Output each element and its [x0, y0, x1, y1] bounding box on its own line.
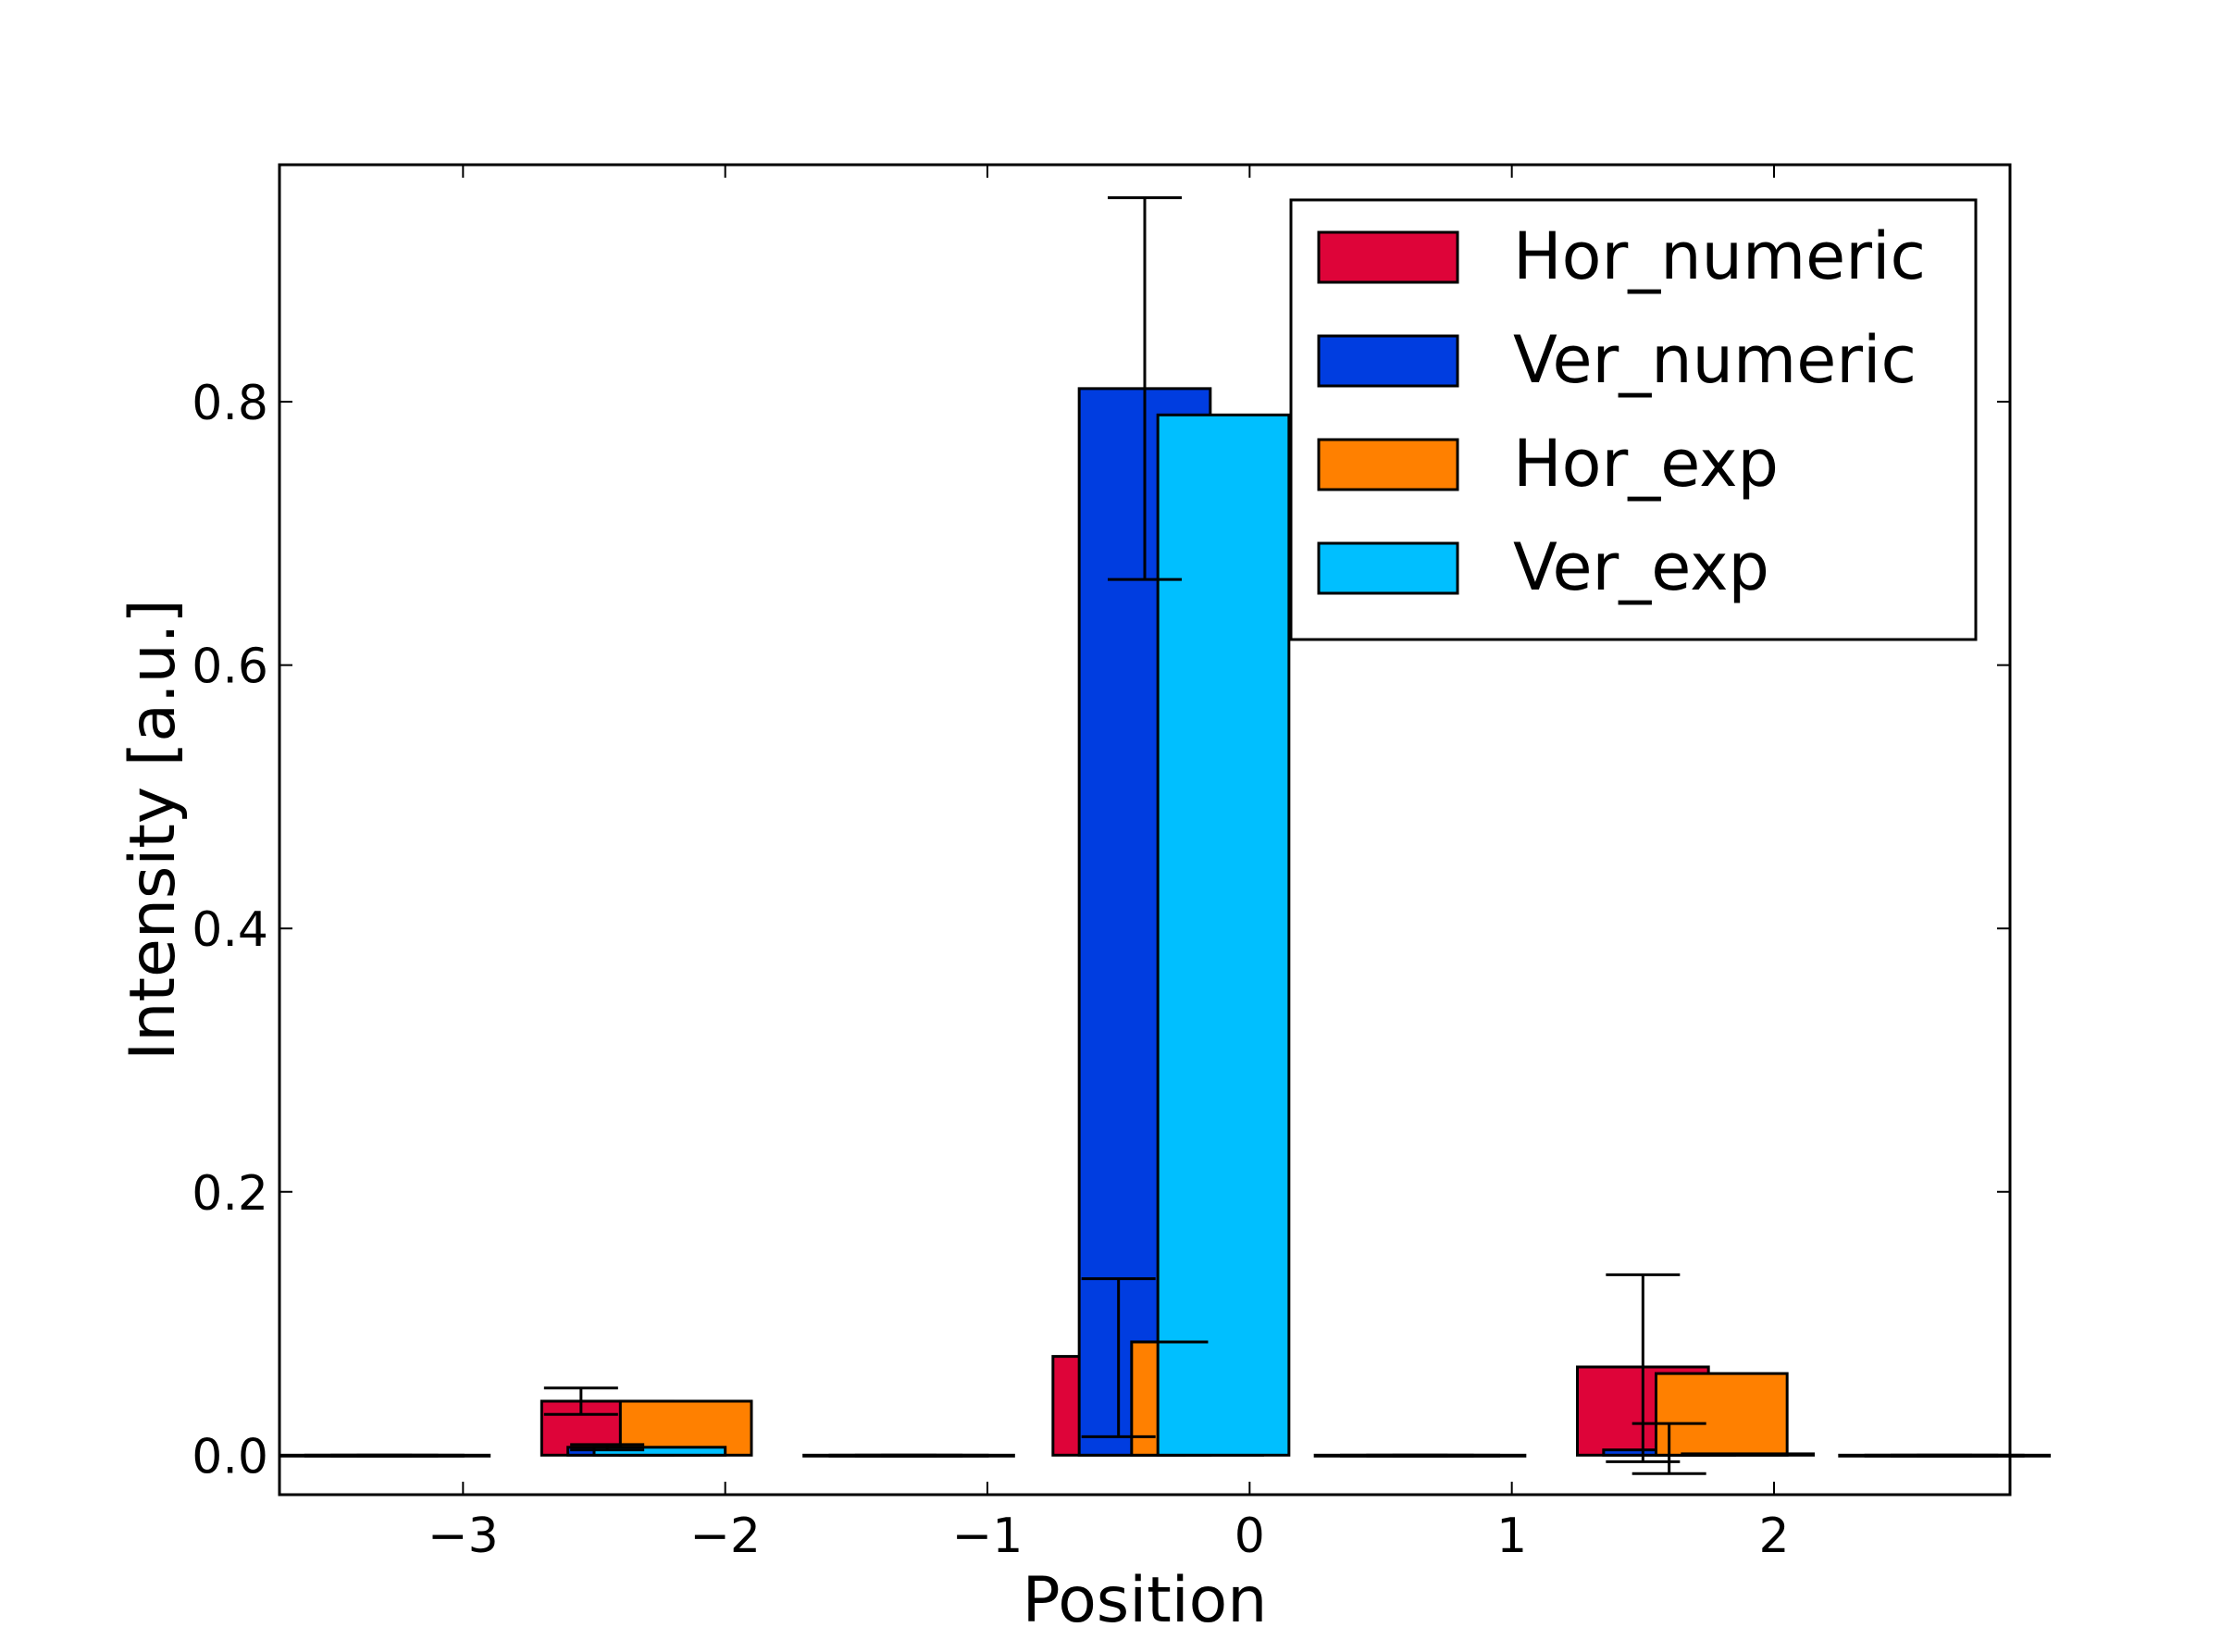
legend-label-hor-numeric: Hor_numeric [1513, 218, 1926, 294]
bar-ver-exp-2 [881, 1453, 1015, 1458]
bar-ver-exp-6 [1917, 1453, 2051, 1458]
x-tick-label: 1 [1496, 1509, 1527, 1564]
axes-frame [278, 163, 2012, 1497]
legend-swatch-ver-exp [1317, 541, 1459, 595]
y-tick-label: 0.8 [192, 376, 268, 431]
x-tick-label: 0 [1235, 1509, 1265, 1564]
bar-ver-exp-4 [1392, 1453, 1527, 1458]
legend-label-hor-exp: Hor_exp [1513, 426, 1779, 502]
x-tick-label: −2 [689, 1509, 761, 1564]
legend-swatch-hor-numeric [1317, 230, 1459, 284]
legend: Hor_numeric Ver_numeric Hor_exp Ver_exp [1289, 198, 1978, 641]
x-tick-label: −1 [952, 1509, 1024, 1564]
x-tick-label: −3 [428, 1509, 499, 1564]
ticks-group: −3 −2 −1 0 1 2 0.0 0.2 0.4 0.6 0.8 [192, 165, 2010, 1564]
bar-ver-exp-0 [356, 1453, 491, 1458]
y-tick-label: 0.2 [192, 1166, 268, 1222]
y-tick-label: 0.0 [192, 1429, 268, 1484]
legend-label-ver-exp: Ver_exp [1513, 529, 1769, 605]
y-tick-label: 0.6 [192, 640, 268, 695]
legend-label-ver-numeric: Ver_numeric [1513, 322, 1917, 398]
bar-hor-exp-5 [1655, 1372, 1789, 1457]
legend-swatch-ver-numeric [1317, 334, 1459, 388]
y-axis-label: Intensity [a.u.] [117, 599, 190, 1061]
bar-ver-exp-5 [1681, 1452, 1816, 1457]
bar-ver-exp-3 [1156, 413, 1291, 1457]
y-tick-label: 0.4 [192, 902, 268, 958]
legend-swatch-hor-exp [1317, 438, 1459, 491]
errorbars-group [543, 196, 1706, 1475]
x-tick-label: 2 [1758, 1509, 1789, 1564]
x-axis-label: Position [1023, 1564, 1268, 1637]
